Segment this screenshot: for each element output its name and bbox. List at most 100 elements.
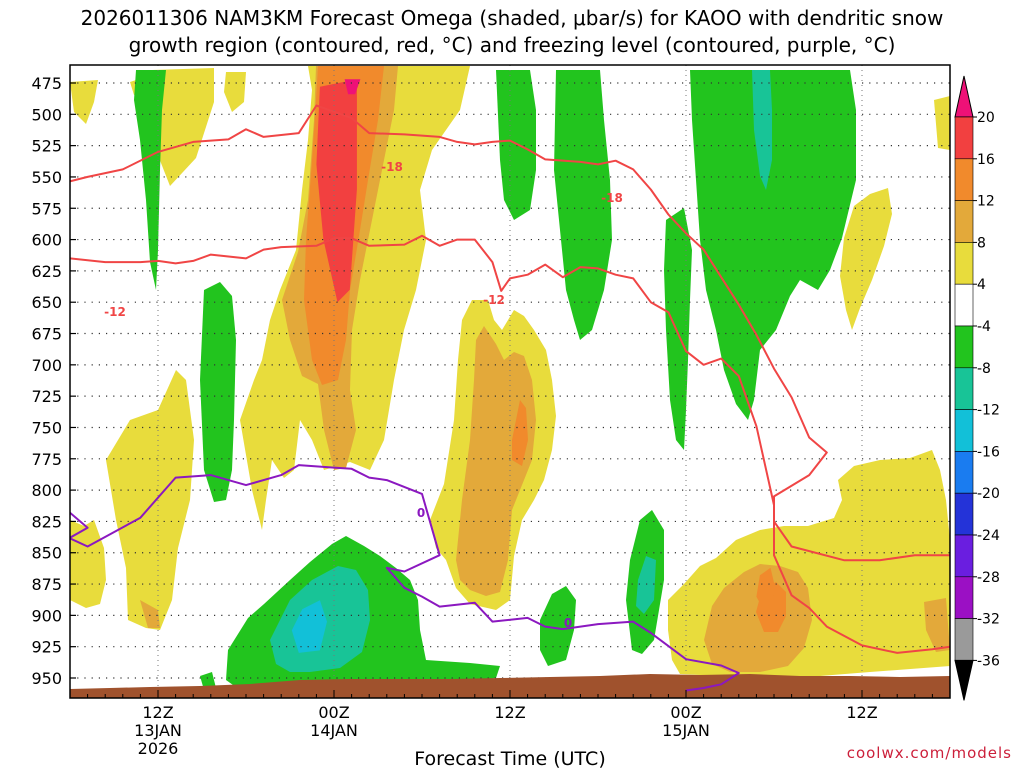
y-tick-575: 575 [31,199,62,218]
y-tick-700: 700 [31,356,62,375]
colorbar: 20 16 12 8 4 -4 -8 -12 -16 -20 -24 -28 -32 -36 [954,75,1000,701]
credit-text: coolwx.com/models [847,744,1012,762]
contour-label-minus12-a: -12 [104,305,126,319]
omega-region-sinking-core-14jan [291,600,327,653]
y-tick-750: 750 [31,418,62,437]
omega-shade-23 [664,208,692,450]
omega-shade-21 [496,70,536,220]
colorbar-tick-13: -36 [977,653,1000,669]
chart-title-line2: growth region (contoured, red, °C) and f… [129,33,896,57]
contour-label-minus18-b: -18 [601,191,623,205]
colorbar-bin-5 [954,367,974,410]
colorbar-over [954,75,974,118]
omega-shade-28 [540,586,576,666]
y-axis: 475 500 525 550 575 600 625 650 675 700 725 750 775 8… [31,74,76,688]
omega-region-rising-core-14jan [316,81,357,303]
x-tick-22: 00Z [318,703,349,722]
omega-shade-24 [690,70,856,420]
terrain-ground [70,674,950,698]
omega-shade-3 [224,72,246,112]
y-tick-675: 675 [31,325,62,344]
omega-shade-22 [554,70,612,340]
omega-region-rising-max-15jan [756,567,776,613]
chart-title-line1: 2026011306 NAM3KM Forecast Omega (shaded… [81,6,944,30]
omega-regions-from-data [291,79,776,653]
colorbar-tick-10: -24 [977,528,1000,544]
colorbar-bin-6 [954,409,974,452]
omega-shade-31 [200,672,216,690]
colorbar-tick-7: -12 [977,403,1000,419]
colorbar-bin-4 [954,325,974,369]
x-tick-32: 12Z [494,703,525,722]
colorbar-bin-10 [954,576,974,619]
colorbar-bin-1 [954,200,974,243]
omega-shade-12 [512,400,528,466]
omega-shade-16 [924,598,950,652]
y-tick-650: 650 [31,293,62,312]
y-tick-950: 950 [31,669,62,688]
gridlines [70,65,950,698]
omega-shade-18 [934,96,950,150]
plot-area: -12 -12 -18 -18 0 0 [70,65,950,698]
contour-label-zero-a: 0 [417,506,425,520]
omega-shade-25 [752,70,772,190]
contour-label-minus18-a: -18 [381,160,403,174]
y-tick-775: 775 [31,450,62,469]
colorbar-tick-5: -4 [977,319,991,335]
colorbar-tick-6: -8 [977,361,991,377]
omega-shade-0 [70,80,98,124]
colorbar-tick-12: -32 [977,612,1000,628]
y-tick-925: 925 [31,638,62,657]
colorbar-bin-top [954,116,974,160]
omega-shade-5 [70,520,106,608]
colorbar-tick-8: -16 [977,444,1000,460]
x-tick-12: 12Z [142,703,173,722]
contour-labels: -12 -12 -18 -18 0 0 [104,160,623,630]
x-tick-42: 00Z [670,703,701,722]
omega-region-rising-peak-14jan [344,79,361,95]
y-tick-725: 725 [31,387,62,406]
colorbar-tick-4: 4 [977,277,986,293]
contours [70,104,950,692]
y-tick-525: 525 [31,137,62,156]
x-axis-label: Forecast Time (UTC) [414,748,605,768]
y-tick-900: 900 [31,606,62,625]
colorbar-tick-3: 8 [977,235,986,251]
colorbar-tick-2: 12 [977,194,995,210]
colorbar-tick-0: 20 [977,110,995,126]
colorbar-bin-0 [954,158,974,201]
omega-shade-6 [140,600,160,628]
colorbar-under [954,659,974,701]
colorbar-tick-11: -28 [977,570,1000,586]
y-tick-825: 825 [31,512,62,531]
colorbar-tick-9: -20 [977,486,1000,502]
colorbar-bin-2 [954,242,974,285]
y-tick-875: 875 [31,575,62,594]
x-tick-date-12: 13JAN [134,721,182,740]
colorbar-bin-8 [954,492,974,536]
omega-shade-17 [840,188,892,330]
colorbar-bin-3 [954,283,974,327]
y-tick-500: 500 [31,105,62,124]
omega-shade-2 [152,68,214,186]
y-tick-600: 600 [31,231,62,250]
contour-minus18-isotherm [70,104,950,562]
omega-shade-4 [106,370,194,630]
contour-label-zero-b: 0 [564,616,572,630]
omega-shade-19 [134,70,166,290]
y-tick-475: 475 [31,74,62,93]
omega-shade-27 [636,556,656,614]
y-tick-625: 625 [31,262,62,281]
x-tick-52: 12Z [846,703,877,722]
colorbar-bin-9 [954,534,974,578]
colorbar-bin-7 [954,451,974,494]
y-tick-550: 550 [31,168,62,187]
omega-shading [70,66,950,690]
x-tick-date-42: 15JAN [662,721,710,740]
contour-zero-isotherm [70,464,740,692]
y-tick-800: 800 [31,481,62,500]
contour-label-minus12-b: -12 [483,293,505,307]
contour-minus12-isotherm [70,234,950,654]
